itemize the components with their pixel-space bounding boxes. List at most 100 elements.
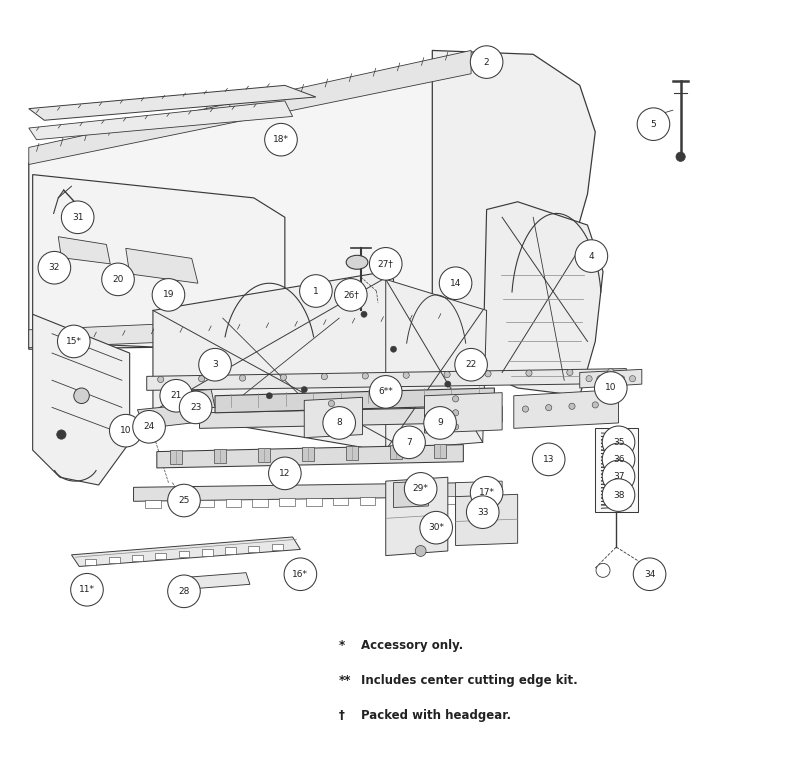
Circle shape: [423, 407, 456, 439]
Text: 14: 14: [450, 279, 461, 288]
Polygon shape: [29, 101, 293, 140]
FancyBboxPatch shape: [132, 555, 143, 561]
Circle shape: [323, 407, 356, 439]
FancyBboxPatch shape: [145, 501, 161, 508]
Circle shape: [361, 311, 367, 317]
Circle shape: [321, 373, 327, 379]
Circle shape: [594, 372, 627, 404]
Circle shape: [199, 348, 231, 381]
Circle shape: [608, 376, 614, 382]
Text: Includes center cutting edge kit.: Includes center cutting edge kit.: [361, 674, 578, 687]
Polygon shape: [305, 397, 363, 438]
Circle shape: [393, 426, 425, 459]
Ellipse shape: [346, 255, 368, 269]
FancyBboxPatch shape: [306, 498, 322, 506]
Text: 29*: 29*: [412, 484, 429, 494]
Text: 12: 12: [279, 469, 290, 478]
Circle shape: [300, 275, 332, 307]
FancyBboxPatch shape: [179, 551, 190, 557]
FancyBboxPatch shape: [109, 557, 120, 563]
Text: *: *: [339, 639, 345, 652]
FancyBboxPatch shape: [226, 499, 241, 507]
Circle shape: [596, 563, 610, 577]
FancyBboxPatch shape: [413, 497, 429, 504]
Circle shape: [403, 372, 409, 379]
Text: 36: 36: [613, 455, 624, 464]
Polygon shape: [424, 393, 502, 433]
FancyBboxPatch shape: [386, 497, 402, 504]
Polygon shape: [72, 537, 301, 566]
Polygon shape: [394, 481, 428, 508]
Circle shape: [362, 372, 368, 379]
Circle shape: [471, 476, 503, 509]
Circle shape: [453, 410, 459, 416]
Circle shape: [179, 391, 212, 424]
Text: Packed with headgear.: Packed with headgear.: [361, 709, 511, 722]
FancyBboxPatch shape: [272, 544, 283, 550]
Circle shape: [602, 460, 635, 493]
Circle shape: [280, 374, 286, 380]
FancyBboxPatch shape: [253, 499, 268, 507]
Circle shape: [268, 457, 301, 490]
Circle shape: [57, 325, 90, 358]
Polygon shape: [134, 483, 471, 501]
Text: 19: 19: [163, 290, 174, 300]
Text: 30*: 30*: [428, 523, 444, 532]
Circle shape: [405, 473, 437, 505]
Polygon shape: [580, 369, 642, 388]
Circle shape: [567, 369, 573, 376]
Circle shape: [168, 484, 200, 517]
Circle shape: [133, 411, 165, 443]
Text: 13: 13: [543, 455, 555, 464]
Circle shape: [266, 393, 272, 399]
FancyBboxPatch shape: [225, 547, 236, 553]
FancyBboxPatch shape: [199, 500, 214, 508]
Polygon shape: [386, 477, 448, 556]
Text: 18*: 18*: [273, 135, 289, 144]
Circle shape: [382, 272, 389, 279]
Circle shape: [439, 267, 472, 300]
Text: 23: 23: [190, 403, 201, 412]
Text: 6**: 6**: [379, 387, 394, 397]
Text: 10: 10: [120, 426, 131, 435]
Text: 27†: 27†: [378, 259, 394, 268]
Circle shape: [186, 391, 195, 400]
Polygon shape: [32, 314, 130, 485]
Circle shape: [676, 152, 685, 161]
Circle shape: [369, 376, 402, 408]
Polygon shape: [456, 481, 502, 521]
Text: 38: 38: [613, 490, 624, 500]
Text: 11*: 11*: [79, 585, 95, 594]
Text: 8: 8: [336, 418, 342, 428]
Circle shape: [569, 404, 575, 410]
FancyBboxPatch shape: [279, 498, 295, 506]
Circle shape: [328, 400, 334, 407]
Text: 31: 31: [72, 213, 83, 222]
Circle shape: [38, 251, 71, 284]
Text: 33: 33: [477, 508, 489, 517]
Text: 10: 10: [605, 383, 616, 393]
Polygon shape: [157, 445, 464, 468]
Circle shape: [57, 430, 66, 439]
Polygon shape: [146, 369, 626, 390]
Polygon shape: [29, 310, 471, 348]
Circle shape: [152, 279, 185, 311]
Circle shape: [602, 426, 635, 459]
Text: 1: 1: [313, 286, 319, 296]
Circle shape: [597, 376, 603, 382]
Circle shape: [453, 424, 459, 430]
Text: 24: 24: [143, 422, 155, 431]
Circle shape: [467, 496, 499, 528]
Polygon shape: [595, 428, 638, 512]
Circle shape: [479, 358, 486, 364]
Circle shape: [471, 46, 503, 78]
Circle shape: [284, 558, 316, 591]
FancyBboxPatch shape: [390, 445, 402, 459]
Circle shape: [523, 406, 529, 412]
Circle shape: [592, 402, 598, 408]
Polygon shape: [153, 272, 394, 450]
Circle shape: [445, 381, 451, 387]
Text: 37: 37: [613, 472, 624, 481]
Circle shape: [420, 511, 453, 544]
Circle shape: [102, 263, 135, 296]
